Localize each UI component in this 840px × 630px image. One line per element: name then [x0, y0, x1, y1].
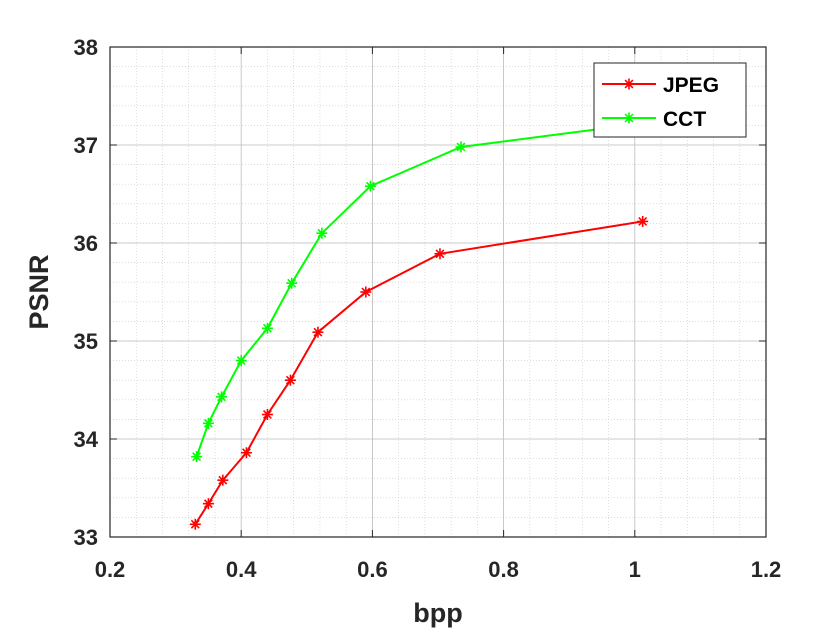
- x-axis-label: bpp: [413, 598, 462, 628]
- series-line-cct: [195, 122, 643, 457]
- data-point-cct: [191, 451, 203, 463]
- data-point-jpeg: [202, 498, 214, 510]
- data-point-jpeg: [360, 286, 372, 298]
- data-point-cct: [455, 141, 467, 153]
- legend-label-jpeg: JPEG: [663, 74, 719, 97]
- data-point-jpeg: [434, 248, 446, 260]
- data-point-jpeg: [637, 215, 649, 227]
- data-point-cct: [261, 322, 273, 334]
- data-point-jpeg: [217, 474, 229, 486]
- x-tick-label: 0.8: [488, 557, 519, 582]
- axis-ticks: 0.2 0.4 0.6 0.8 1 1.2 33 34 35 36 37 38: [74, 35, 782, 582]
- series-line-jpeg: [194, 220, 643, 525]
- legend-asterisk-cct: [623, 112, 635, 124]
- y-tick-label: 37: [74, 133, 98, 158]
- data-point-cct: [286, 277, 298, 289]
- legend-marker-jpeg: [623, 78, 635, 90]
- y-tick-label: 34: [74, 427, 99, 452]
- data-point-cct: [364, 180, 376, 192]
- y-axis-label: PSNR: [24, 254, 54, 329]
- x-tick-label: 1: [629, 557, 641, 582]
- data-point-jpeg: [284, 374, 296, 386]
- data-point-cct: [316, 227, 328, 239]
- plot-frame: [109, 46, 767, 538]
- legend-asterisk-jpeg: [623, 78, 635, 90]
- data-point-cct: [202, 417, 214, 429]
- y-tick-label: 35: [74, 329, 98, 354]
- y-tick-label: 38: [74, 35, 98, 60]
- data-point-cct: [235, 355, 247, 367]
- legend-label-cct: CCT: [663, 108, 706, 131]
- data-point-jpeg: [240, 447, 252, 459]
- data-point-cct: [216, 391, 228, 403]
- y-tick-label: 33: [74, 525, 98, 550]
- x-tick-label: 0.6: [357, 557, 388, 582]
- legend-marker-cct: [623, 112, 635, 124]
- y-tick-label: 36: [74, 231, 98, 256]
- series-layer: [189, 117, 649, 530]
- data-point-jpeg: [312, 326, 324, 338]
- x-tick-label: 0.4: [226, 557, 257, 582]
- legend-box: [593, 62, 747, 138]
- x-tick-label: 1.2: [751, 557, 782, 582]
- data-point-jpeg: [261, 409, 273, 420]
- x-tick-label: 0.2: [95, 557, 126, 582]
- legend: JPEG CCT: [593, 62, 747, 138]
- data-point-jpeg: [189, 518, 201, 530]
